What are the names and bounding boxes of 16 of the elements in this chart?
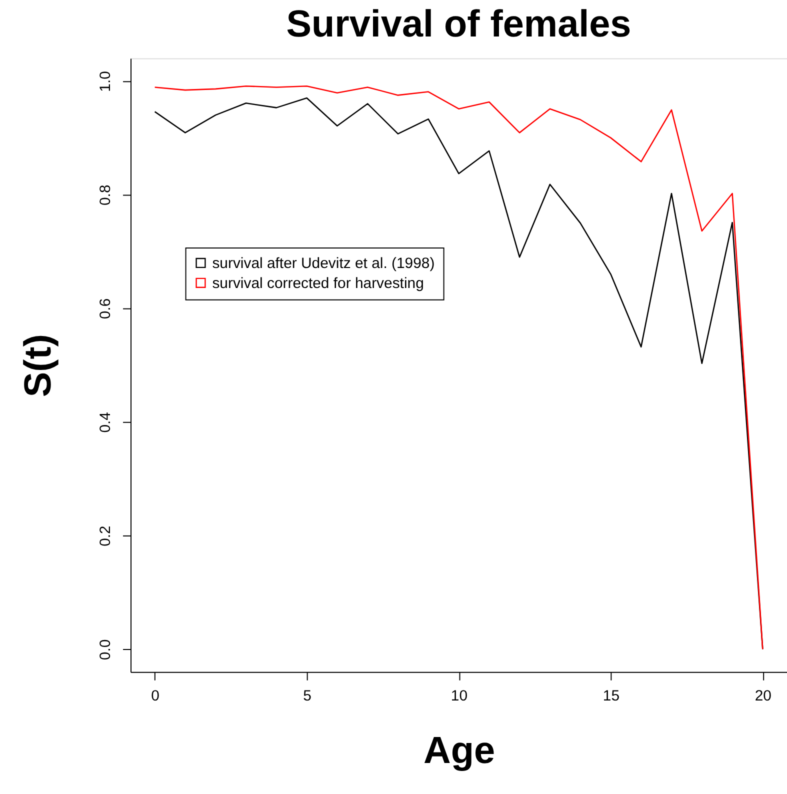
- chart-title: Survival of females: [286, 3, 632, 46]
- x-tick-label: 15: [602, 687, 620, 704]
- x-tick-label: 5: [303, 687, 312, 704]
- y-tick-label: 0.0: [97, 639, 114, 660]
- y-tick-label: 1.0: [97, 71, 114, 92]
- legend-label: survival corrected for harvesting: [212, 274, 424, 292]
- legend-label: survival after Udevitz et al. (1998): [212, 254, 435, 272]
- x-tick-label: 20: [754, 687, 772, 704]
- x-axis-title: Age: [424, 730, 495, 772]
- y-tick-label: 0.2: [97, 526, 114, 546]
- x-tick-label: 10: [450, 687, 468, 704]
- y-tick-label: 0.6: [97, 298, 114, 320]
- y-tick-label: 0.4: [97, 412, 114, 433]
- y-axis-title: S(t): [17, 334, 60, 398]
- x-tick-label: 0: [151, 687, 160, 704]
- y-tick-label: 0.8: [97, 184, 114, 206]
